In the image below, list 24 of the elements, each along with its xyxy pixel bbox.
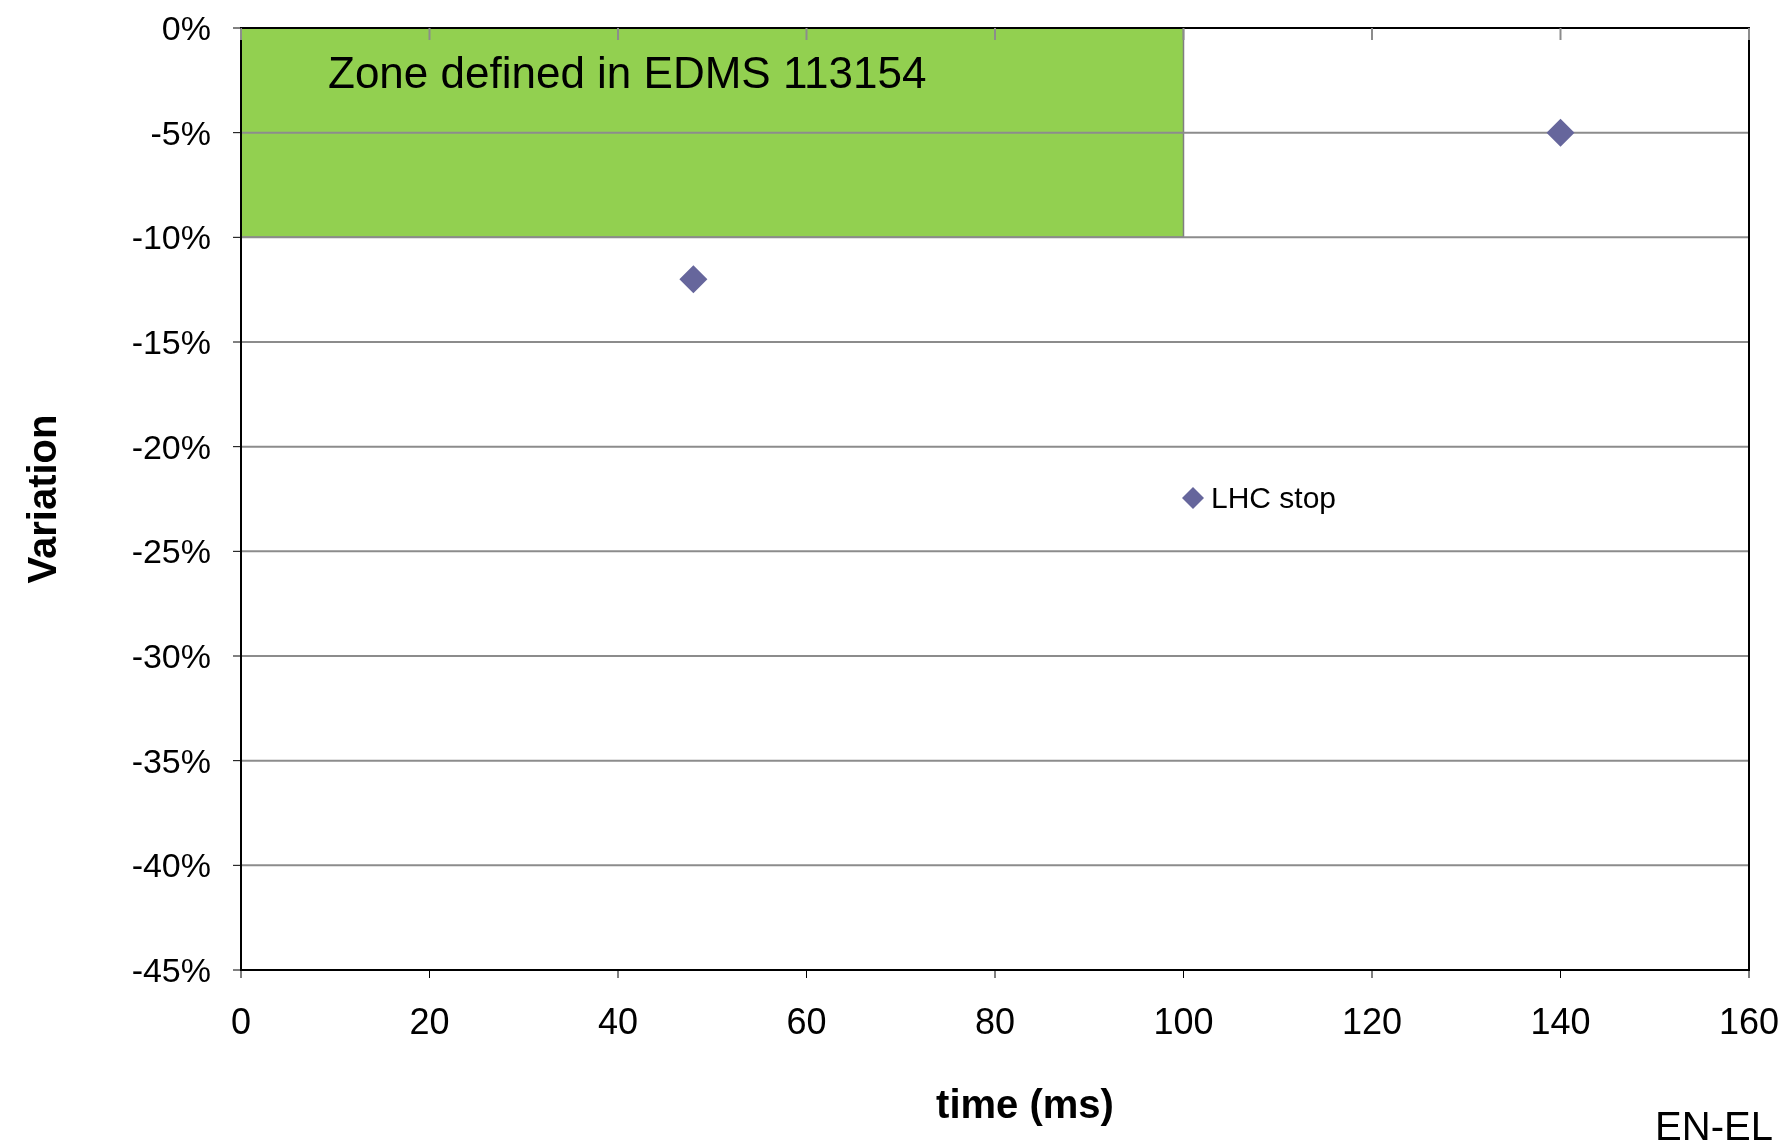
y-tick-label: -30% — [131, 637, 211, 675]
annotation: Zone defined in EDMS 113154 — [328, 48, 927, 97]
x-tick-label: 120 — [1341, 1001, 1403, 1042]
text: EN-EL — [1655, 1104, 1773, 1142]
y-axis-title: Variation — [20, 414, 64, 584]
x-axis-title: time (ms) — [936, 1082, 1114, 1126]
legend-label: LHC stop — [1211, 481, 1337, 514]
y-tick-label: -35% — [131, 741, 211, 780]
x-tick-label: 40 — [597, 1001, 639, 1042]
y-tick-label: -15% — [131, 323, 211, 361]
y-tick-label: 0% — [161, 9, 211, 47]
y-tick-label: -20% — [131, 427, 211, 466]
x-tick-label: 160 — [1718, 1001, 1780, 1042]
y-tick-label: -10% — [131, 218, 211, 257]
y-tick-label: -5% — [150, 113, 211, 152]
y-tick-label: -45% — [131, 951, 211, 989]
x-tick-label: 100 — [1153, 1001, 1214, 1042]
x-tick-label: 80 — [974, 1001, 1016, 1042]
x-tick-label: 60 — [786, 1001, 827, 1042]
y-tick-label: -40% — [131, 846, 211, 885]
x-tick-label: 140 — [1530, 1001, 1591, 1042]
x-tick-label: 0 — [230, 1001, 252, 1042]
x-tick-label: 20 — [409, 1001, 450, 1042]
y-tick-label: -25% — [131, 532, 211, 571]
